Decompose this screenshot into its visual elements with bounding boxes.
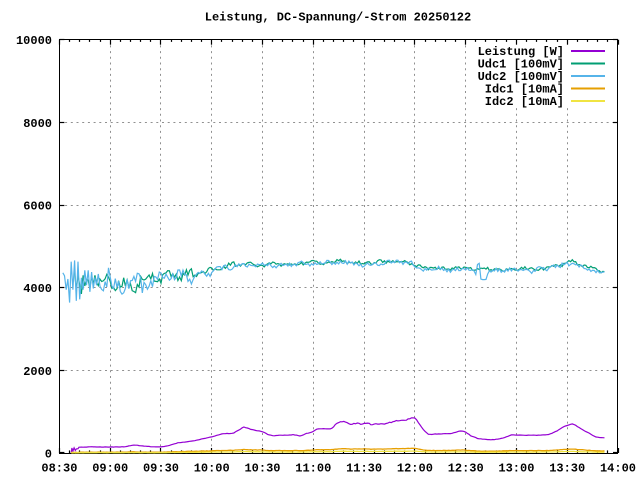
svg-text:Idc2 [10mA]: Idc2 [10mA] (485, 95, 564, 109)
svg-text:11:00: 11:00 (295, 462, 331, 476)
svg-text:14:00: 14:00 (600, 462, 636, 476)
svg-text:11:30: 11:30 (346, 462, 382, 476)
svg-text:2000: 2000 (23, 365, 52, 379)
svg-text:Leistung, DC-Spannung/-Strom 2: Leistung, DC-Spannung/-Strom 20250122 (205, 11, 471, 25)
svg-text:0: 0 (45, 448, 52, 462)
svg-text:09:30: 09:30 (143, 462, 179, 476)
svg-text:Leistung [W]: Leistung [W] (478, 45, 564, 59)
svg-text:Udc2 [100mV]: Udc2 [100mV] (478, 70, 564, 84)
svg-text:10:30: 10:30 (244, 462, 280, 476)
svg-text:Udc1 [100mV]: Udc1 [100mV] (478, 58, 564, 72)
svg-text:13:00: 13:00 (498, 462, 534, 476)
svg-text:4000: 4000 (23, 282, 52, 296)
svg-text:12:30: 12:30 (448, 462, 484, 476)
svg-text:10000: 10000 (16, 34, 52, 48)
svg-text:13:30: 13:30 (549, 462, 585, 476)
svg-text:09:00: 09:00 (92, 462, 128, 476)
svg-text:12:00: 12:00 (397, 462, 433, 476)
svg-text:10:00: 10:00 (194, 462, 230, 476)
svg-text:8000: 8000 (23, 117, 52, 131)
svg-text:6000: 6000 (23, 200, 52, 214)
svg-text:Idc1 [10mA]: Idc1 [10mA] (485, 83, 564, 97)
svg-text:08:30: 08:30 (41, 462, 77, 476)
